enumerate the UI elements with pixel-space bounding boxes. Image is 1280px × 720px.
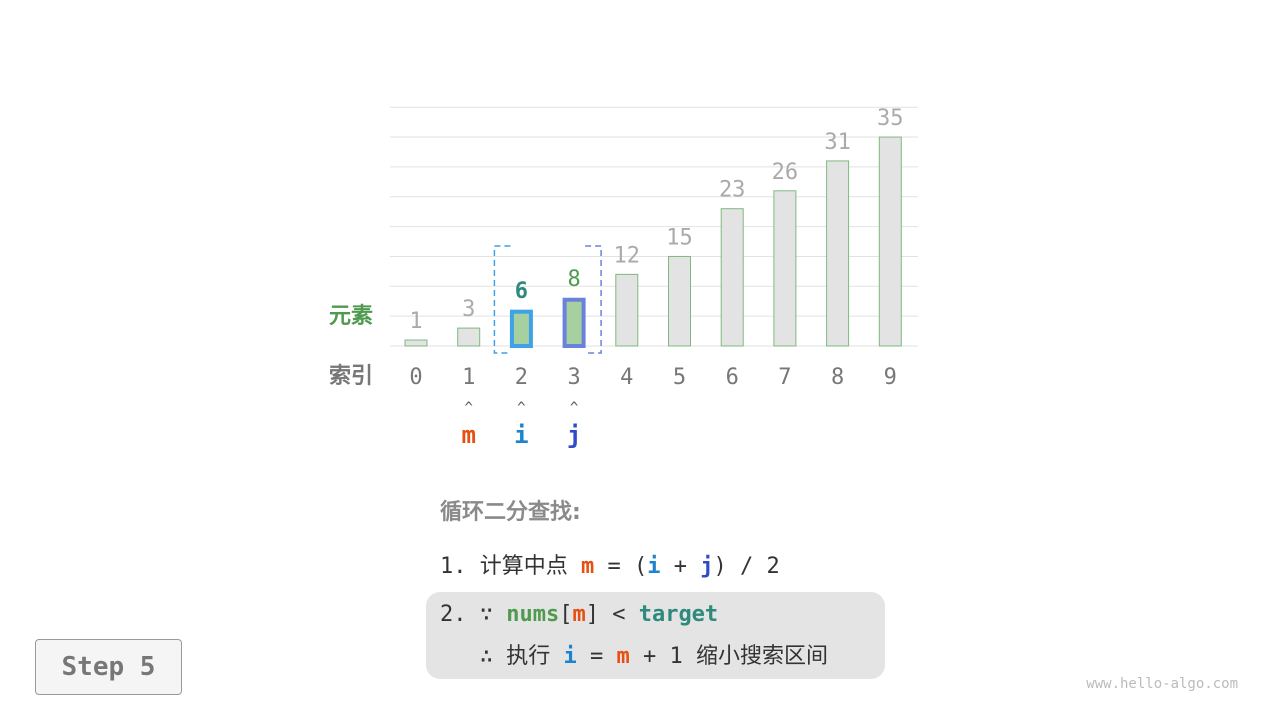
bar	[404, 339, 428, 347]
value-label: 26	[772, 160, 799, 185]
interval-right-bracket	[585, 245, 602, 354]
index-label: 7	[778, 365, 791, 390]
index-label: 8	[831, 365, 844, 390]
algorithm-title: 循环二分查找:	[440, 500, 581, 525]
index-label: 1	[462, 365, 475, 390]
value-label: 12	[614, 243, 641, 268]
step-2-action: ∴ 执行 i = m + 1 缩小搜索区间	[440, 644, 828, 669]
value-label: 15	[666, 225, 693, 250]
value-label: 1	[409, 309, 422, 334]
bar-highlighted	[562, 297, 586, 348]
step-indicator-button[interactable]: Step 5	[35, 639, 182, 695]
watermark: www.hello-algo.com	[1086, 676, 1238, 692]
step-1-text: 1. 计算中点 m = (i + j) / 2	[440, 554, 780, 579]
pointer-i: i	[514, 421, 528, 449]
index-label: 9	[884, 365, 897, 390]
index-label: 0	[409, 365, 422, 390]
bar	[668, 255, 691, 347]
index-label: 5	[673, 365, 686, 390]
index-label: 3	[567, 365, 580, 390]
row-label-elements: 元素	[329, 303, 373, 329]
value-label: 3	[462, 297, 475, 322]
pointer-arrow-icon: ^	[517, 400, 525, 416]
interval-left-bracket	[493, 245, 511, 354]
value-label: 23	[719, 178, 746, 203]
pointer-m: m	[461, 421, 475, 449]
value-label: 35	[877, 106, 904, 131]
value-label: 8	[567, 267, 580, 292]
value-label: 31	[824, 130, 851, 155]
pointer-j: j	[567, 421, 581, 449]
bar	[720, 208, 744, 347]
bar	[457, 327, 481, 347]
index-label: 2	[515, 365, 528, 390]
row-label-index: 索引	[329, 364, 373, 389]
bar	[615, 273, 639, 347]
bar	[773, 190, 797, 347]
value-label: 6	[515, 279, 528, 304]
step-2-condition: 2. ∵ nums[m] < target	[440, 602, 719, 627]
current-step-highlight	[426, 592, 885, 679]
index-label: 6	[726, 365, 739, 390]
bar	[826, 160, 850, 347]
index-label: 4	[620, 365, 633, 390]
pointer-arrow-icon: ^	[464, 400, 472, 416]
bar-highlighted	[509, 309, 533, 348]
pointer-arrow-icon: ^	[570, 400, 578, 416]
bar	[878, 136, 902, 347]
